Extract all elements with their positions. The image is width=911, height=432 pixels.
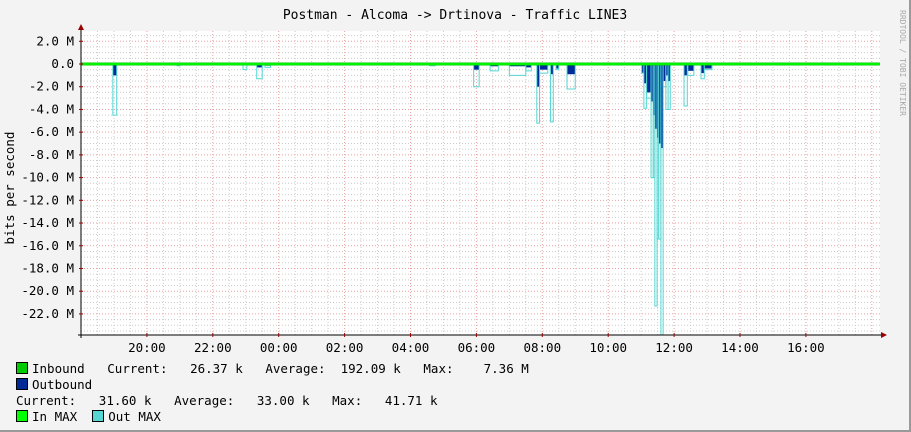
outbound-bar [653,64,655,116]
outbound-max-label: Max: [332,393,363,408]
outbound-bar [567,64,576,75]
outbound-bar [112,64,117,76]
outbound-bar [550,64,554,75]
y-tick-label: -6.0 M [29,124,74,139]
out-max-line [525,64,532,72]
inbound-average: 192.09 k [340,361,401,376]
y-tick-label: -20.0 M [21,283,74,298]
y-tick-label: -16.0 M [21,238,74,253]
x-tick-label: 10:00 [589,340,627,355]
out-max-line [264,64,271,68]
out-max-line [687,64,695,76]
x-tick-label: 02:00 [326,340,364,355]
outbound-current: 31.60 k [98,393,152,408]
legend-outbound: Outbound [16,377,92,392]
legend-inbound: Inbound Current: 26.37 k Average: 192.09… [16,361,529,376]
outbound-average: 33.00 k [256,393,310,408]
y-tick-label: -22.0 M [21,306,74,321]
y-tick-label: -2.0 M [29,79,74,94]
y-tick-label: -10.0 M [21,170,74,185]
x-tick-label: 16:00 [787,340,825,355]
y-tick-label: -12.0 M [21,192,74,207]
outbound-bar [665,64,669,76]
outbound-max: 41.71 k [384,393,438,408]
x-tick-label: 14:00 [721,340,759,355]
out-max-line [703,64,713,71]
out-max-line [683,64,688,107]
outbound-bar [651,64,654,102]
outbound-swatch [16,378,28,390]
out-max-line [112,64,118,116]
out-max-line [473,64,480,88]
legend-max: In MAX Out MAX [16,409,161,424]
out-max-line [489,64,499,72]
y-tick-label: -8.0 M [29,147,74,162]
out-max-line [700,64,705,80]
inbound-swatch [16,362,28,374]
outbound-bar [525,64,532,68]
inbound-max-label: Max: [423,361,454,376]
out-max-line [242,64,248,71]
inbound-current: 26.37 k [190,361,243,376]
outbound-bar [473,64,480,70]
outbound-average-label: Average: [174,393,235,408]
inbound-current-label: Current: [107,361,168,376]
y-tick-label: 2.0 M [36,33,74,48]
legend-outbound-stats: Current: 31.60 k Average: 33.00 k Max: 4… [16,393,438,408]
outbound-bar [658,64,661,144]
inbound-max: 7.36 M [483,361,529,376]
outbound-bar [539,64,548,70]
out-max-line [555,64,560,71]
out-max-line [256,64,263,80]
x-tick-label: 08:00 [523,340,561,355]
outbound-bar [556,64,559,69]
outbound-bar [687,64,694,71]
x-tick-label: 22:00 [194,340,232,355]
outbound-bar [641,64,644,74]
outbound-current-label: Current: [16,393,77,408]
chart-title: Postman - Alcoma -> Drtinova - Traffic L… [283,8,627,23]
outbound-bar [660,64,664,149]
inbound-label: Inbound [32,361,85,376]
outbound-bar [643,64,647,84]
outbound-label: Outbound [32,377,93,392]
inbound-average-label: Average: [265,361,326,376]
outbound-bar [256,64,263,68]
out-max-line [539,64,549,74]
x-tick-label: 12:00 [655,340,693,355]
y-tick-label: -18.0 M [21,260,74,275]
outbound-bar [683,64,688,76]
y-axis-label: bits per second [2,132,17,245]
outbound-bar [654,64,658,129]
x-tick-label: 04:00 [392,340,430,355]
out-max-line [550,64,554,123]
outbound-bar [657,64,659,138]
outbound-bar [701,64,705,74]
outbound-bar [646,64,652,93]
outbound-bar [704,64,712,69]
outbound-bar [668,64,671,82]
in-max-label: In MAX [32,409,78,424]
out-max-label: Out MAX [108,409,161,424]
out-max-swatch [92,410,105,422]
x-tick-label: 20:00 [128,340,166,355]
watermark: RRDTOOL / TOBI OETIKER [898,10,907,116]
x-tick-label: 00:00 [260,340,298,355]
outbound-bar [536,64,540,87]
x-axis-arrow [881,332,887,338]
in-max-swatch [16,410,28,422]
out-max-line [667,64,671,110]
traffic-chart: Postman - Alcoma -> Drtinova - Traffic L… [2,8,907,355]
y-axis-arrow [78,24,84,30]
y-tick-label: -4.0 M [29,101,74,116]
y-tick-label: -14.0 M [21,215,74,230]
y-tick-label: 0.0 [51,56,74,71]
out-max-line [536,64,541,124]
outbound-bar [663,64,666,82]
x-tick-label: 06:00 [458,340,496,355]
out-max-line [566,64,576,90]
